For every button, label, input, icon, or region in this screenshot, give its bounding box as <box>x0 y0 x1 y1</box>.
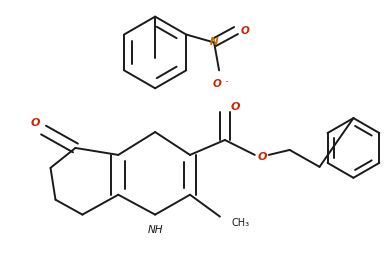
Text: O: O <box>213 79 221 89</box>
Text: N: N <box>210 38 218 48</box>
Text: O: O <box>240 26 249 36</box>
Text: NH: NH <box>147 225 163 235</box>
Text: O: O <box>258 152 268 162</box>
Text: CH₃: CH₃ <box>232 218 250 228</box>
Text: O: O <box>31 118 40 128</box>
Text: O: O <box>230 102 240 112</box>
Text: ·: · <box>225 76 229 89</box>
